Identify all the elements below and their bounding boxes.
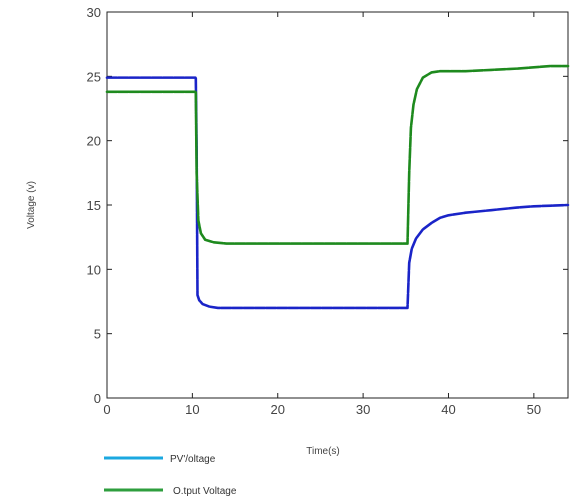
y-tick-label: 25 [87,69,101,84]
series-lines [105,64,570,310]
y-tick-label: 20 [87,134,101,149]
y-tick-label: 5 [94,327,101,342]
x-tick-label: 30 [356,402,370,417]
series-line-1 [105,76,570,310]
x-tick-label: 40 [441,402,455,417]
y-tick-label: 15 [87,198,101,213]
y-tick-label: 30 [87,5,101,20]
x-tick-label: 0 [103,402,110,417]
x-tick-label: 10 [185,402,199,417]
series-line-2 [105,64,570,245]
legend: PV'/oltage O.tput Voltage [104,454,237,497]
y-tick-label: 10 [87,262,101,277]
x-tick-label: 20 [271,402,285,417]
x-axis-label: Time(s) [306,446,340,457]
axis-ticks: 0 10 20 30 40 50 0 5 10 15 20 25 30 [87,5,568,417]
y-axis-label: Voltage (v) [26,181,37,229]
legend-label-2: O.tput Voltage [173,486,237,497]
y-tick-label: 0 [94,391,101,406]
legend-label-1: PV'/oltage [170,454,216,465]
x-tick-label: 50 [527,402,541,417]
